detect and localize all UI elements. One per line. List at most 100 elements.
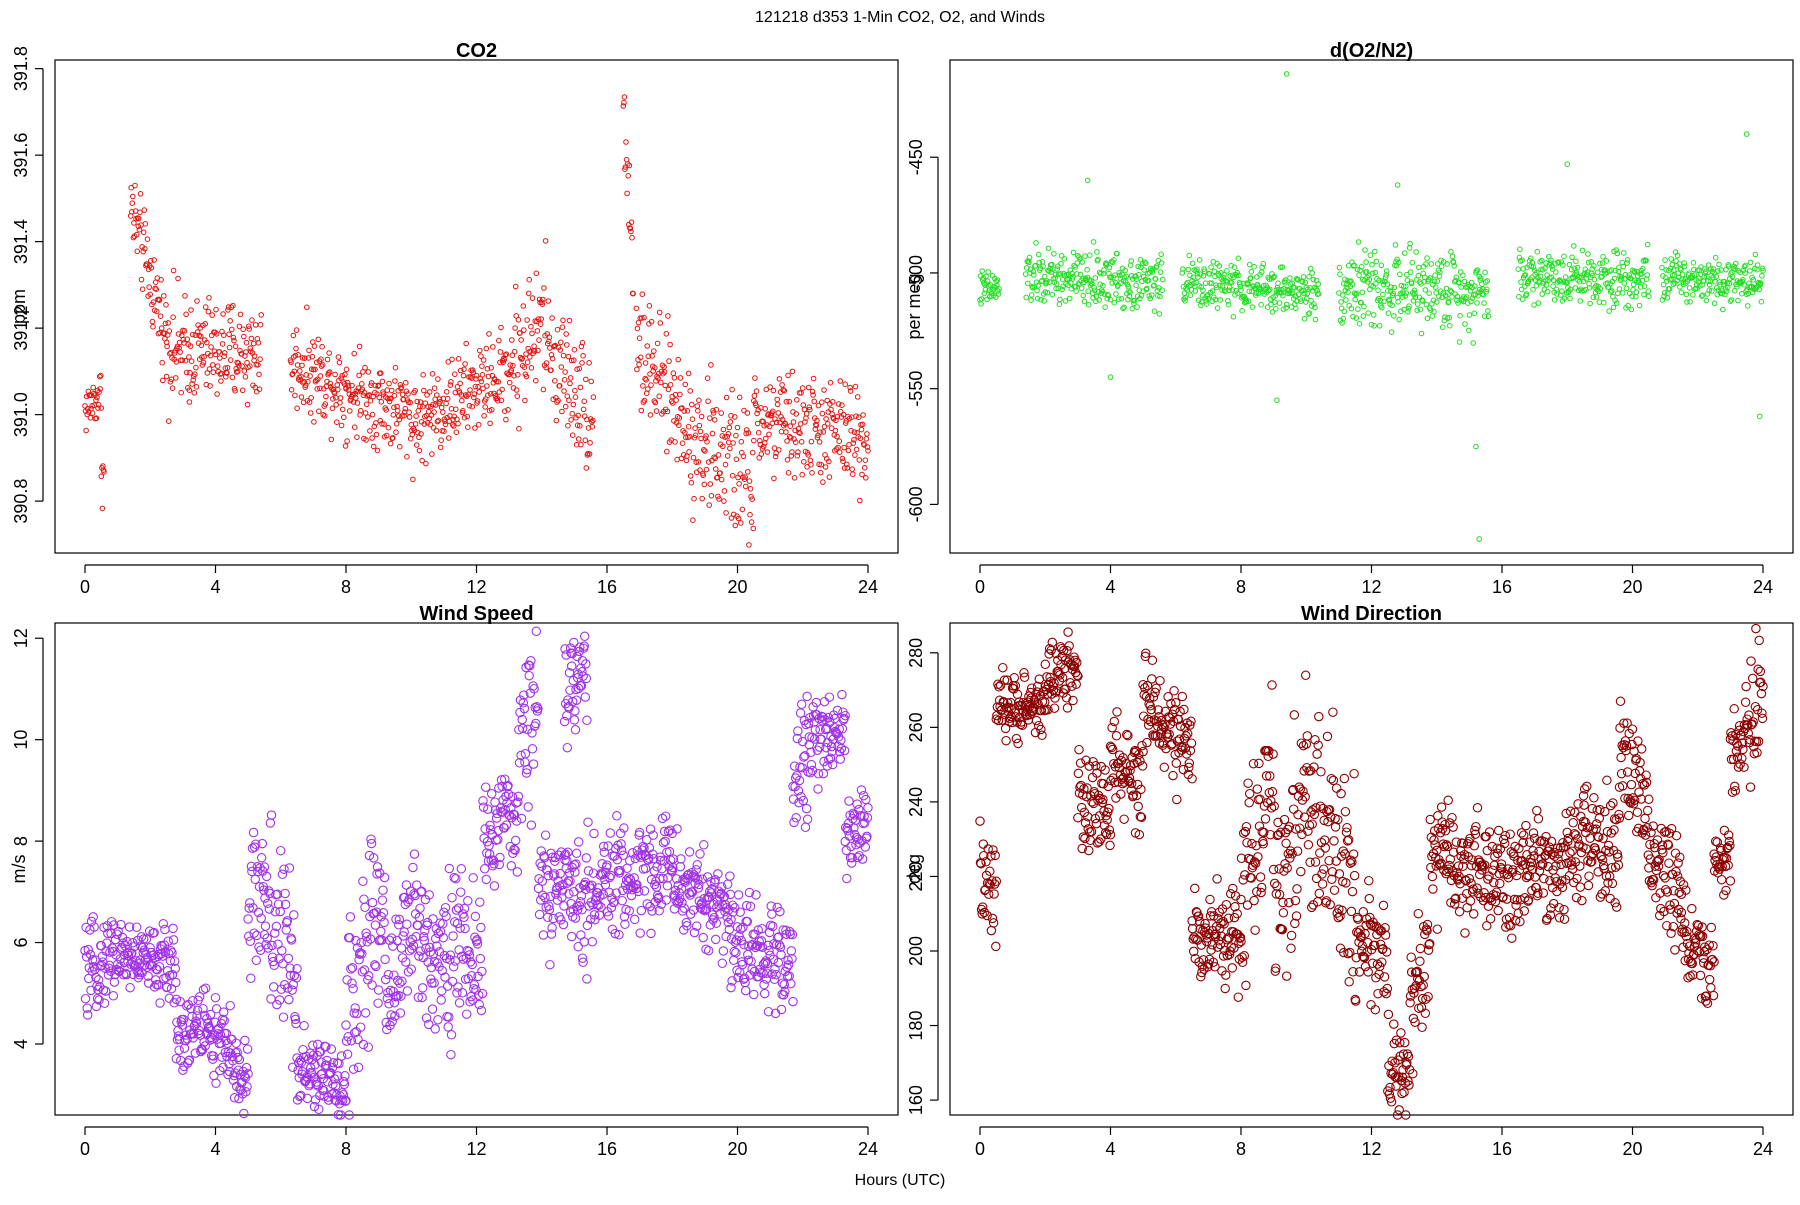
- data-point: [1231, 315, 1236, 320]
- data-point: [1275, 398, 1280, 403]
- data-point: [686, 371, 691, 376]
- data-point: [1395, 183, 1400, 188]
- data-point: [716, 453, 721, 458]
- data-point: [582, 399, 587, 404]
- data-point: [573, 395, 578, 400]
- data-point: [690, 417, 695, 422]
- data-point: [640, 292, 645, 297]
- data-point: [99, 373, 104, 378]
- data-point: [388, 441, 393, 446]
- data-point: [308, 411, 313, 416]
- data-point: [622, 95, 627, 100]
- data-point: [1660, 265, 1665, 270]
- data-point: [1425, 316, 1430, 321]
- data-point: [864, 476, 869, 481]
- data-point: [1562, 254, 1567, 259]
- data-point: [1287, 931, 1295, 939]
- data-point: [1188, 293, 1193, 298]
- data-point: [678, 392, 683, 397]
- data-point: [159, 920, 167, 928]
- data-point: [1419, 331, 1424, 336]
- data-point: [1323, 732, 1331, 740]
- y-tick-label: 240: [906, 787, 926, 817]
- data-point: [529, 324, 534, 329]
- data-point: [455, 999, 463, 1007]
- data-point: [477, 923, 485, 931]
- data-point: [333, 395, 338, 400]
- data-point: [463, 1010, 471, 1018]
- y-axis-label: deg: [904, 854, 924, 884]
- data-point: [504, 417, 509, 422]
- data-point: [418, 400, 423, 405]
- x-tick-label: 24: [1753, 577, 1773, 597]
- data-point: [1159, 261, 1164, 266]
- data-point: [1303, 732, 1311, 740]
- panel-title: Wind Direction: [1301, 603, 1442, 625]
- data-point: [1075, 746, 1083, 754]
- x-tick-label: 16: [1492, 1139, 1512, 1159]
- data-point: [244, 340, 249, 345]
- data-point: [1255, 759, 1263, 767]
- data-point: [822, 744, 830, 752]
- data-point: [439, 405, 444, 410]
- data-point: [570, 716, 578, 724]
- data-point: [359, 1040, 367, 1048]
- data-point: [751, 526, 756, 531]
- data-point: [410, 850, 418, 858]
- data-point: [561, 318, 566, 323]
- data-point: [737, 482, 742, 487]
- data-point: [1545, 273, 1550, 278]
- data-point: [1082, 299, 1087, 304]
- data-point: [747, 479, 752, 484]
- data-point: [480, 364, 485, 369]
- data-point: [1474, 444, 1479, 449]
- data-point: [305, 305, 310, 310]
- data-point: [368, 398, 373, 403]
- data-point: [249, 336, 254, 341]
- data-point: [1482, 301, 1487, 306]
- data-point: [1459, 285, 1464, 290]
- data-point: [1256, 873, 1264, 881]
- data-point: [641, 384, 646, 389]
- data-point: [838, 690, 846, 698]
- data-point: [250, 318, 255, 323]
- data-point: [655, 341, 660, 346]
- data-point: [1160, 277, 1165, 282]
- data-point: [1471, 341, 1476, 346]
- data-point: [843, 874, 851, 882]
- panel-title: CO2: [456, 40, 497, 62]
- data-point: [1580, 248, 1585, 253]
- data-point: [371, 444, 376, 449]
- data-point: [709, 494, 714, 499]
- data-point: [818, 470, 823, 475]
- data-point: [374, 986, 382, 994]
- data-point: [787, 947, 795, 955]
- data-point: [563, 404, 568, 409]
- data-point: [285, 864, 293, 872]
- data-point: [430, 372, 435, 377]
- data-point: [630, 235, 635, 240]
- data-point: [532, 627, 540, 635]
- data-point: [425, 393, 430, 398]
- data-point: [546, 961, 554, 969]
- data-point: [1430, 314, 1435, 319]
- data-point: [1458, 313, 1463, 318]
- data-point: [1024, 295, 1029, 300]
- data-point: [1620, 291, 1625, 296]
- data-point: [1691, 260, 1696, 265]
- data-point: [1604, 259, 1609, 264]
- x-tick-label: 20: [727, 577, 747, 597]
- data-point: [448, 894, 456, 902]
- data-point: [1416, 944, 1424, 952]
- data-point: [454, 983, 462, 991]
- data-point: [203, 305, 208, 310]
- data-point: [1234, 993, 1242, 1001]
- data-point: [1389, 330, 1394, 335]
- data-point: [564, 332, 569, 337]
- data-point: [1112, 300, 1117, 305]
- data-point: [251, 875, 259, 883]
- data-point: [413, 422, 418, 427]
- data-point: [1520, 258, 1525, 263]
- data-point: [525, 672, 533, 680]
